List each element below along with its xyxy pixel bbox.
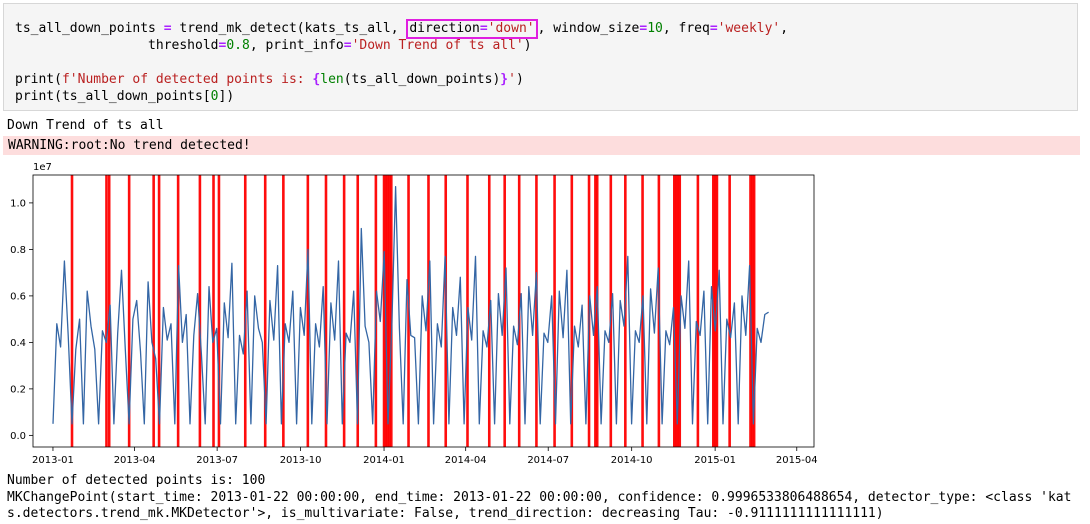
code-token: direction bbox=[409, 21, 480, 36]
code-builtin: len bbox=[320, 72, 344, 87]
code-token: trend_mk_detect(kats_ts_all, bbox=[171, 21, 407, 36]
code-string: 'weekly' bbox=[717, 21, 781, 36]
x-axis: 2013-01 2013-04 2013-07 2013-10 2014-01 2014-… bbox=[32, 447, 818, 466]
code-line-2: threshold=0.8, print_info='Down Trend of… bbox=[15, 37, 532, 54]
code-token: print(ts_all_down_points[ bbox=[15, 89, 211, 104]
x-tick-label: 2014-07 bbox=[527, 455, 569, 466]
x-tick-label: 2013-07 bbox=[196, 455, 238, 466]
y-tick-label: 0.6 bbox=[10, 291, 26, 302]
code-number: 0 bbox=[210, 89, 219, 104]
code-operator: = bbox=[709, 21, 718, 36]
code-token: (ts_all_down_points) bbox=[343, 72, 501, 87]
output-detail-line-2: s.detectors.trend_mk.MKDetector'>, is_mu… bbox=[7, 506, 884, 521]
output-title-line: Down Trend of ts all bbox=[7, 118, 164, 133]
code-operator: { bbox=[312, 72, 321, 87]
warning-text: WARNING:root:No trend detected! bbox=[8, 138, 251, 153]
x-tick-label: 2014-04 bbox=[445, 455, 487, 466]
y-axis: 0.0 0.2 0.4 0.6 0.8 1.0 bbox=[10, 198, 33, 442]
code-operator: = bbox=[639, 21, 648, 36]
plot-frame bbox=[32, 174, 815, 448]
x-tick-label: 2015-01 bbox=[694, 455, 736, 466]
code-token: print( bbox=[15, 72, 62, 87]
code-token: ts_all_down_points bbox=[15, 21, 164, 36]
code-token: , freq bbox=[662, 21, 710, 36]
y-tick-label: 0.4 bbox=[10, 338, 26, 349]
code-operator: = bbox=[218, 38, 227, 53]
x-tick-label: 2014-10 bbox=[611, 455, 653, 466]
code-token: ) bbox=[515, 72, 524, 87]
x-tick-label: 2014-01 bbox=[363, 455, 405, 466]
code-operator: = bbox=[343, 38, 352, 53]
code-operator: = bbox=[479, 21, 488, 36]
output-detail-line-1: MKChangePoint(start_time: 2013-01-22 00:… bbox=[7, 490, 1072, 505]
x-tick-label: 2013-10 bbox=[280, 455, 322, 466]
code-input-cell[interactable]: ts_all_down_points = trend_mk_detect(kat… bbox=[3, 3, 1078, 111]
highlight-box-direction: direction='down' bbox=[406, 19, 538, 39]
series-line bbox=[52, 185, 769, 425]
code-string: f'Number of detected points is: bbox=[61, 72, 313, 87]
code-line-1: ts_all_down_points = trend_mk_detect(kat… bbox=[15, 19, 789, 39]
code-line-3: print(f'Number of detected points is: {l… bbox=[15, 71, 524, 88]
code-token: , bbox=[780, 21, 789, 36]
y-tick-label: 0.0 bbox=[10, 431, 26, 442]
y-tick-label: 0.8 bbox=[10, 245, 26, 256]
y-tick-label: 0.2 bbox=[10, 384, 26, 395]
code-number: 10 bbox=[647, 21, 663, 36]
series-layer bbox=[52, 185, 769, 425]
y-tick-label: 1.0 bbox=[10, 198, 26, 209]
x-tick-label: 2013-01 bbox=[32, 455, 74, 466]
code-token: threshold bbox=[15, 38, 219, 53]
code-number: 0.8 bbox=[226, 38, 250, 53]
trend-chart: 2013-01 2013-04 2013-07 2013-10 2014-01 2014-… bbox=[10, 162, 818, 466]
code-string: ' bbox=[508, 72, 516, 87]
warning-stderr-block: WARNING:root:No trend detected! bbox=[3, 136, 1080, 155]
output-count-line: Number of detected points is: 100 bbox=[7, 473, 266, 488]
code-line-4: print(ts_all_down_points[0]) bbox=[15, 88, 234, 105]
code-token: ) bbox=[523, 38, 532, 53]
code-operator: = bbox=[163, 21, 172, 36]
code-token: ]) bbox=[218, 89, 235, 104]
code-string: 'Down Trend of ts all' bbox=[351, 38, 524, 53]
y-offset-label: 1e7 bbox=[33, 162, 52, 173]
x-tick-label: 2013-04 bbox=[114, 455, 156, 466]
code-token: , print_info bbox=[249, 38, 344, 53]
x-tick-label: 2015-04 bbox=[776, 455, 818, 466]
code-operator: } bbox=[500, 72, 509, 87]
code-string: 'down' bbox=[487, 21, 535, 36]
code-token: , window_size bbox=[537, 21, 640, 36]
